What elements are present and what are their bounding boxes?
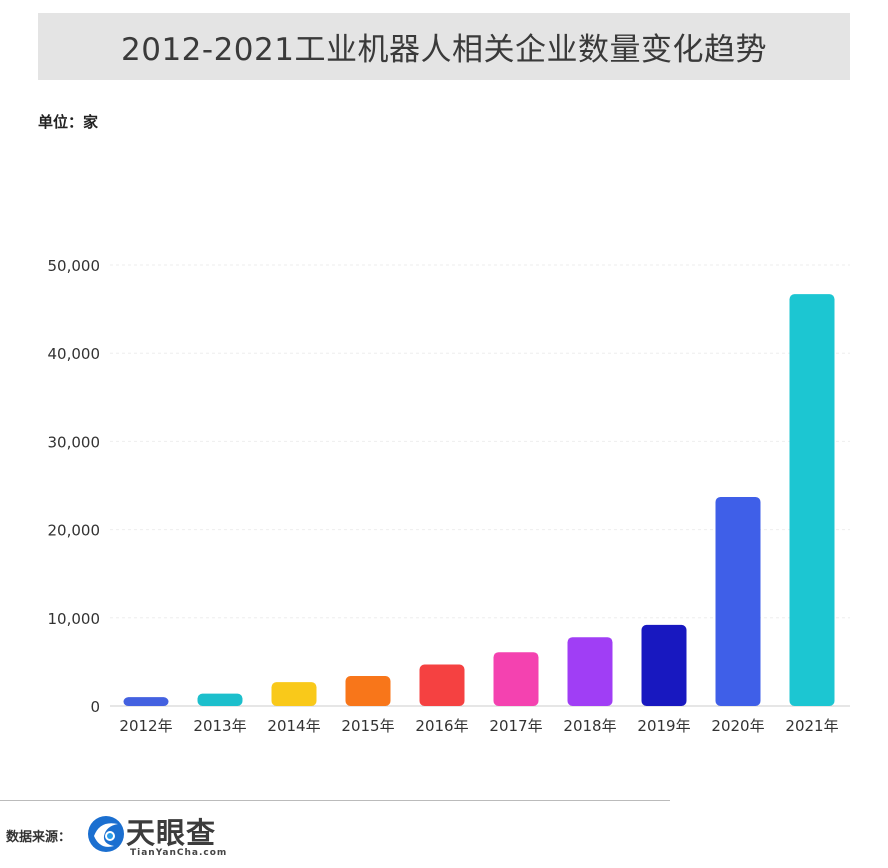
bar-chart: 0 10,000 20,000 30,000 40,000 50,000 2012年 2013… bbox=[48, 257, 850, 735]
x-tick-label: 2020年 bbox=[711, 717, 764, 735]
bar-2016 bbox=[419, 664, 465, 706]
bar-2015 bbox=[345, 676, 391, 706]
y-tick-label: 20,000 bbox=[48, 522, 101, 540]
logo-swirl-icon bbox=[88, 816, 124, 852]
y-tick-label: 30,000 bbox=[48, 433, 101, 451]
tianyancha-logo: 天眼查 TianYanCha.com bbox=[86, 812, 246, 862]
x-tick-label: 2014年 bbox=[267, 717, 320, 735]
x-tick-label: 2021年 bbox=[785, 717, 838, 735]
x-tick-label: 2016年 bbox=[415, 717, 468, 735]
x-tick-label: 2013年 bbox=[193, 717, 246, 735]
y-tick-label: 0 bbox=[90, 698, 100, 716]
x-tick-label: 2018年 bbox=[563, 717, 616, 735]
y-tick-label: 50,000 bbox=[48, 257, 101, 275]
y-tick-label: 40,000 bbox=[48, 345, 101, 363]
unit-label: 单位：家 bbox=[38, 113, 99, 131]
bar-2021 bbox=[789, 294, 835, 706]
source-label: 数据来源： bbox=[6, 830, 72, 845]
logo-text: 天眼查 bbox=[126, 816, 217, 850]
x-tick-label: 2012年 bbox=[119, 717, 172, 735]
bar-2014 bbox=[271, 682, 317, 706]
bar-2019 bbox=[641, 624, 687, 706]
bar-2018 bbox=[567, 637, 613, 706]
x-tick-label: 2017年 bbox=[489, 717, 542, 735]
bar-2013 bbox=[197, 693, 243, 706]
logo-domain: TianYanCha.com bbox=[130, 848, 228, 858]
bar-2020 bbox=[715, 496, 761, 706]
bar-2012 bbox=[123, 697, 169, 706]
chart-title: 2012-2021工业机器人相关企业数量变化趋势 bbox=[121, 32, 767, 68]
bar-2017 bbox=[493, 652, 539, 706]
x-tick-label: 2015年 bbox=[341, 717, 394, 735]
y-tick-label: 10,000 bbox=[48, 610, 101, 628]
title-bar: 2012-2021工业机器人相关企业数量变化趋势 bbox=[38, 13, 850, 80]
x-tick-label: 2019年 bbox=[637, 717, 690, 735]
footer-divider bbox=[0, 800, 670, 801]
